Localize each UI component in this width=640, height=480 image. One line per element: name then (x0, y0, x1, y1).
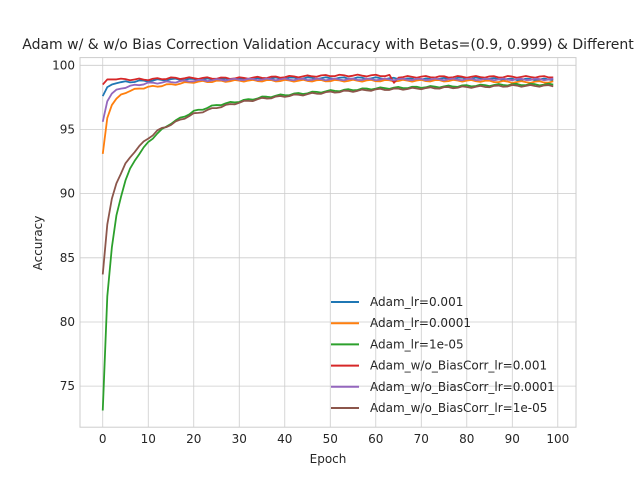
series-lines (101, 73, 554, 411)
x-tick-label: 20 (186, 432, 201, 446)
legend: Adam_lr=0.001 Adam_lr=0.0001 Adam_lr=1e-05… (331, 295, 555, 415)
x-tick-label: 0 (99, 432, 107, 446)
chart-title: Adam w/ & w/o Bias Correction Validation… (22, 37, 634, 53)
x-tick-label: 90 (505, 432, 520, 446)
y-axis-label: Accuracy (31, 216, 45, 271)
legend-entry: Adam_w/o_BiasCorr_lr=1e-05 (370, 401, 547, 415)
x-tick-label: 10 (141, 432, 156, 446)
legend-entry: Adam_lr=0.001 (370, 295, 463, 309)
y-tick-label: 95 (60, 122, 75, 136)
y-tick-label: 85 (60, 251, 75, 265)
plot-area (79, 57, 577, 428)
legend-entry: Adam_lr=1e-05 (370, 337, 464, 351)
y-tick-label: 100 (52, 58, 75, 72)
y-tick-labels: 75 80 85 90 95 100 (52, 58, 75, 393)
series-line (102, 73, 554, 86)
x-tick-label: 40 (277, 432, 292, 446)
legend-entry: Adam_lr=0.0001 (370, 316, 471, 330)
x-axis-label: Epoch (310, 452, 347, 466)
series-line (101, 77, 554, 122)
grid-lines (80, 57, 576, 428)
series-line (101, 78, 554, 154)
x-tick-label: 60 (368, 432, 383, 446)
x-tick-label: 80 (459, 432, 474, 446)
x-tick-labels: 0 10 20 30 40 50 60 70 80 90 100 (99, 432, 569, 446)
x-tick-label: 30 (232, 432, 247, 446)
y-tick-label: 90 (60, 187, 75, 201)
series-line (101, 82, 554, 411)
x-tick-label: 100 (546, 432, 569, 446)
legend-entry: Adam_w/o_BiasCorr_lr=0.0001 (370, 380, 555, 394)
x-tick-label: 50 (323, 432, 338, 446)
x-tick-label: 70 (414, 432, 429, 446)
y-tick-label: 75 (60, 379, 75, 393)
series-line (101, 84, 554, 275)
legend-entry: Adam_w/o_BiasCorr_lr=0.001 (370, 359, 547, 373)
y-tick-label: 80 (60, 315, 75, 329)
